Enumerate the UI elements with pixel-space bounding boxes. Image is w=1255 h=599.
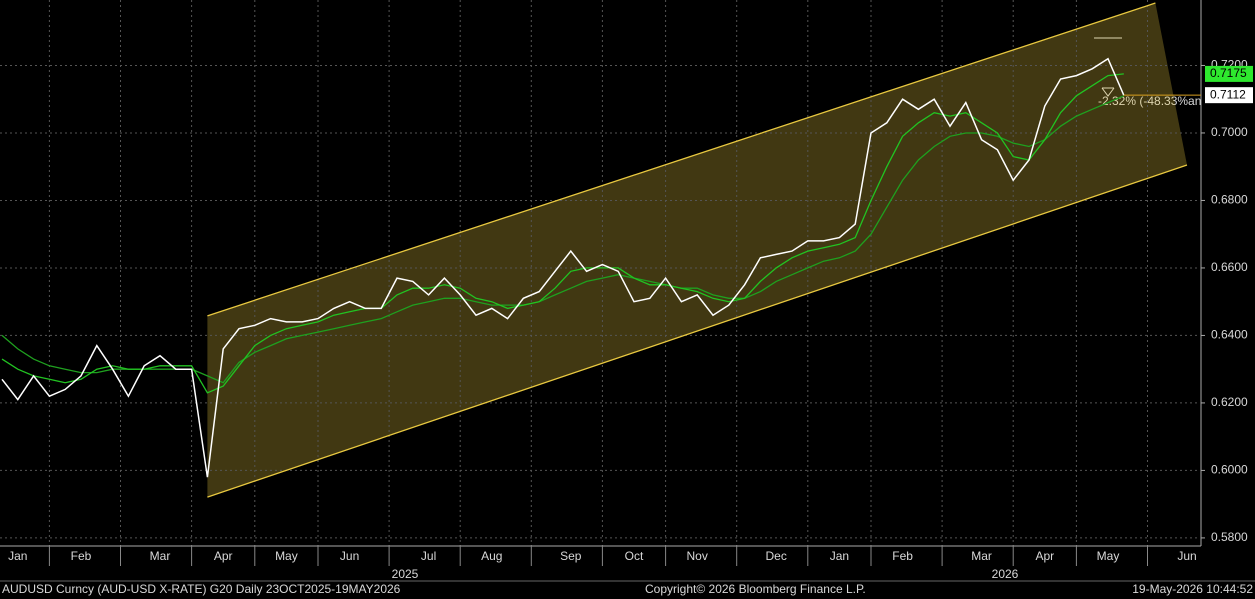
y-tick-label: 0.5800 xyxy=(1211,530,1248,544)
ma-tag-box xyxy=(1205,65,1253,82)
channel-line xyxy=(207,2,1156,317)
x-tick-label: Sep xyxy=(560,549,582,563)
y-tick-label: 0.7000 xyxy=(1211,125,1248,139)
footer-center: Copyright© 2026 Bloomberg Finance L.P. xyxy=(645,582,866,596)
x-tick-label: Oct xyxy=(625,549,644,563)
footer-left: AUDUSD Curncy (AUD-USD X-RATE) G20 Daily… xyxy=(2,582,401,596)
x-tick-label: Dec xyxy=(766,549,787,563)
price-tag: 0.7112 xyxy=(1210,87,1246,101)
ma-tag: 0.7175 xyxy=(1210,66,1247,80)
y-tick-label: 0.6600 xyxy=(1211,260,1248,274)
annotation: -2.32% (-48.33%an xyxy=(1098,94,1201,108)
year-label: 2025 xyxy=(392,567,419,581)
x-tick-label: Apr xyxy=(1035,549,1054,563)
year-label: 2026 xyxy=(992,567,1019,581)
price-tag-box xyxy=(1205,87,1253,104)
y-tick-label: 0.6000 xyxy=(1211,463,1248,477)
x-tick-label: Jan xyxy=(830,549,849,563)
x-tick-label: Jan xyxy=(8,549,27,563)
x-tick-label: Jun xyxy=(340,549,359,563)
x-tick-label: Mar xyxy=(150,549,171,563)
x-tick-label: Jul xyxy=(421,549,436,563)
x-tick-label: Nov xyxy=(687,549,708,563)
moving-average xyxy=(1,73,1124,394)
x-tick-label: Aug xyxy=(481,549,502,563)
x-tick-label: Jun xyxy=(1177,549,1196,563)
x-tick-label: Feb xyxy=(71,549,92,563)
plot-area xyxy=(0,0,1201,545)
x-tick-label: Mar xyxy=(971,549,992,563)
price-line xyxy=(1,57,1125,478)
y-tick-label: 0.6200 xyxy=(1211,395,1248,409)
footer-right: 19-May-2026 10:44:52 xyxy=(1132,582,1253,596)
x-tick-label: May xyxy=(1097,549,1120,563)
y-tick-label: 0.6400 xyxy=(1211,328,1248,342)
x-tick-label: Apr xyxy=(214,549,233,563)
x-tick-label: May xyxy=(275,549,298,563)
marker-arrow xyxy=(1101,87,1115,97)
top-marker xyxy=(1094,37,1122,97)
x-tick-label: Feb xyxy=(892,549,913,563)
channel-line xyxy=(207,164,1188,498)
y-tick-label: 0.6800 xyxy=(1211,193,1248,207)
